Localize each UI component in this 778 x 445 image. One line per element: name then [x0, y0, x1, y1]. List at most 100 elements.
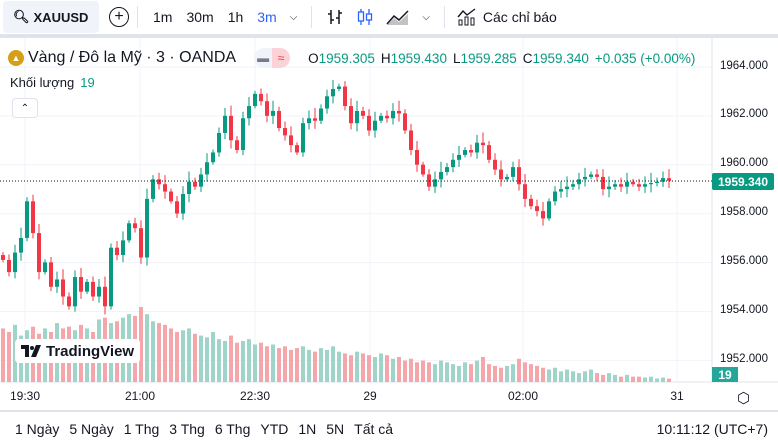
chart-type-dropdown-chevron-icon[interactable]: ⌵	[422, 11, 430, 23]
volume-bar	[433, 364, 437, 382]
volume-bar	[463, 362, 467, 382]
candle-body	[121, 240, 125, 256]
candle-body	[313, 118, 317, 121]
candle-body	[469, 150, 473, 153]
volume-bar	[565, 369, 569, 382]
volume-bar	[547, 369, 551, 382]
candle-body	[7, 259, 11, 273]
volume-bar	[607, 373, 611, 382]
indicators-icon	[457, 8, 476, 26]
candle-body	[277, 110, 281, 129]
area-chart-icon[interactable]	[380, 8, 416, 26]
volume-bar	[301, 346, 305, 382]
timeframe-1m[interactable]: 1m	[153, 9, 173, 25]
price-chart[interactable]	[0, 38, 778, 388]
volume-bar	[295, 348, 299, 382]
candle-body	[169, 191, 173, 202]
volume-bar	[373, 357, 377, 382]
range-ytd[interactable]: YTD	[260, 420, 289, 437]
legend-toggle[interactable]: ▬ ≈	[254, 48, 291, 68]
minus-icon[interactable]: ▬	[254, 48, 273, 68]
candle-body	[55, 279, 59, 287]
candle-body	[511, 167, 515, 177]
candle-body	[643, 184, 647, 187]
candle-body	[295, 145, 299, 153]
open-value: 1959.305	[318, 50, 375, 66]
candle-body	[157, 179, 161, 185]
candle-body	[475, 142, 479, 153]
volume-bar	[655, 378, 659, 382]
volume-bar	[409, 358, 413, 382]
candle-body	[127, 223, 131, 241]
candle-body	[211, 152, 215, 163]
range-1-year[interactable]: 1N	[298, 420, 317, 437]
candles-chart-icon[interactable]	[350, 8, 380, 26]
candle-body	[613, 184, 617, 187]
candle-body	[217, 132, 221, 153]
volume-label: Khối lượng	[10, 75, 75, 90]
range-1-month[interactable]: 1 Thg	[123, 420, 160, 437]
candle-body	[193, 181, 197, 187]
timeframe-3m[interactable]: 3m	[257, 9, 277, 25]
candle-body	[655, 181, 659, 183]
volume-bar	[589, 369, 593, 382]
approx-icon[interactable]: ≈	[272, 48, 291, 68]
close-label: C	[522, 50, 533, 66]
volume-bar	[283, 346, 287, 382]
grid	[0, 38, 778, 383]
chevron-up-icon: ⌃	[20, 102, 30, 114]
volume-bar	[331, 346, 335, 382]
candle-body	[529, 198, 533, 207]
candle-body	[505, 176, 509, 180]
indicators-button[interactable]: Các chỉ báo	[453, 8, 557, 26]
candle-body	[115, 247, 119, 256]
volume-bar	[625, 374, 629, 382]
range-6-months[interactable]: 6 Thg	[214, 420, 251, 437]
candle-body	[601, 176, 605, 190]
clock-timezone[interactable]: 10:11:12 (UTC+7)	[656, 420, 768, 437]
collapse-legend-button[interactable]: ⌃	[12, 98, 38, 118]
volume-bar	[211, 332, 215, 382]
time-tick: 31	[670, 389, 684, 403]
price-tick: 1956.000	[720, 255, 768, 267]
volume-bar	[649, 376, 653, 382]
indicators-label: Các chỉ báo	[482, 9, 557, 25]
tradingview-logo[interactable]: TradingView	[15, 339, 140, 363]
candle-body	[373, 120, 377, 131]
volume-bar	[601, 374, 605, 382]
volume-bar	[217, 339, 221, 382]
candle-body	[241, 118, 245, 151]
range-1-day[interactable]: 1 Ngày	[15, 420, 60, 437]
volume-bar	[337, 351, 341, 382]
candle-body	[49, 262, 53, 287]
time-tick: 19:30	[9, 389, 41, 403]
settings-gear-icon[interactable]: ⬡	[737, 390, 751, 407]
candle-body	[103, 286, 107, 307]
symbol-search-button[interactable]: 🔍︎ XAUUSD	[3, 1, 99, 33]
volume-bar	[427, 362, 431, 382]
bars-chart-icon[interactable]	[320, 8, 350, 26]
timeframe-1h[interactable]: 1h	[227, 9, 244, 25]
candle-body	[409, 130, 413, 151]
range-5-days[interactable]: 5 Ngày	[69, 420, 114, 437]
low-label: L	[452, 50, 461, 66]
timeframe-30m[interactable]: 30m	[186, 9, 214, 25]
time-tick: 21:00	[124, 389, 156, 403]
add-symbol-button[interactable]: +	[109, 7, 129, 27]
volume-bar	[7, 332, 11, 382]
candle-body	[625, 181, 629, 187]
candle-body	[73, 277, 77, 307]
volume-bar	[145, 314, 149, 382]
range-3-months[interactable]: 3 Thg	[169, 420, 205, 437]
range-5-years[interactable]: 5N	[326, 420, 345, 437]
candle-body	[301, 123, 305, 153]
range-all[interactable]: Tất cả	[354, 420, 394, 437]
volume-bar	[661, 377, 665, 382]
volume-bar	[403, 360, 407, 382]
price-tick: 1964.000	[720, 60, 768, 72]
volume-bar	[313, 351, 317, 382]
timeframe-dropdown-chevron-icon[interactable]: ⌵	[289, 11, 298, 23]
close-value: 1959.340	[532, 50, 589, 66]
candle-body	[223, 115, 227, 133]
candle-body	[559, 189, 563, 192]
